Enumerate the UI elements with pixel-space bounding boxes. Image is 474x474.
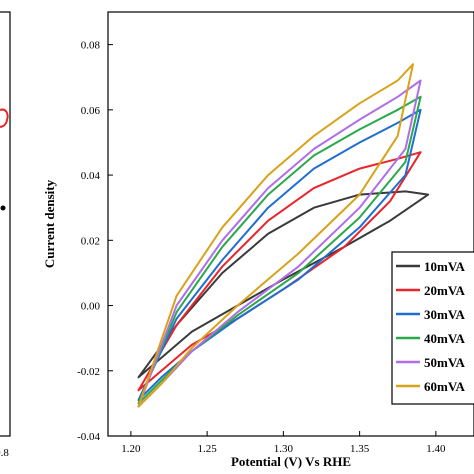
- legend-label-30mVA: 30mVA: [424, 307, 466, 322]
- legend-label-20mVA: 20mVA: [424, 283, 466, 298]
- y-tick-label-2: 0.00: [81, 301, 101, 313]
- left-panel: 0.8: [0, 11, 11, 459]
- series-line-30mVA: [137, 108, 422, 402]
- x-tick-label-1: 1.25: [198, 443, 218, 455]
- left-panel-red-loop: [0, 108, 9, 128]
- y-axis-label: Current density: [42, 179, 57, 268]
- x-tick-label-4: 1.40: [426, 443, 446, 455]
- legend-label-10mVA: 10mVA: [424, 259, 466, 274]
- y-tick-label-5: 0.06: [81, 105, 101, 117]
- legend: 10mVA 20mVA 30mVA 40mVA 50mVA 60mVA: [391, 251, 474, 405]
- legend-label-40mVA: 40mVA: [424, 331, 466, 346]
- y-tick-label-3: 0.02: [81, 235, 100, 247]
- series-line-40mVA: [137, 95, 422, 405]
- left-panel-black-dot: [0, 205, 6, 211]
- left-panel-frame: [0, 11, 11, 437]
- x-axis-label: Potential (V) Vs RHE: [231, 454, 351, 469]
- legend-box: [391, 251, 474, 405]
- y-tick-label-1: -0.02: [77, 366, 100, 378]
- y-tick-label-0: -0.04: [77, 431, 100, 443]
- series-layer: [137, 63, 430, 408]
- series-line-50mVA: [137, 79, 422, 408]
- legend-label-50mVA: 50mVA: [424, 355, 466, 370]
- x-tick-label-0: 1.20: [121, 443, 141, 455]
- series-line-10mVA: [137, 190, 430, 379]
- y-tick-label-6: 0.08: [81, 40, 101, 52]
- x-tick-label-2: 1.30: [274, 443, 294, 455]
- left-panel-x-tick-label: 0.8: [0, 447, 9, 459]
- series-line-60mVA: [137, 63, 414, 408]
- axis-ticks: [108, 44, 437, 437]
- tick-labels: 1.20 1.25 1.30 1.35 1.40 -0.04 -0.02 0.00 0.02 0.…: [77, 40, 446, 455]
- series-line-20mVA: [137, 151, 422, 392]
- plot-frame: [107, 11, 474, 437]
- x-tick-label-3: 1.35: [350, 443, 370, 455]
- legend-label-60mVA: 60mVA: [424, 379, 466, 394]
- y-tick-label-4: 0.04: [81, 170, 101, 182]
